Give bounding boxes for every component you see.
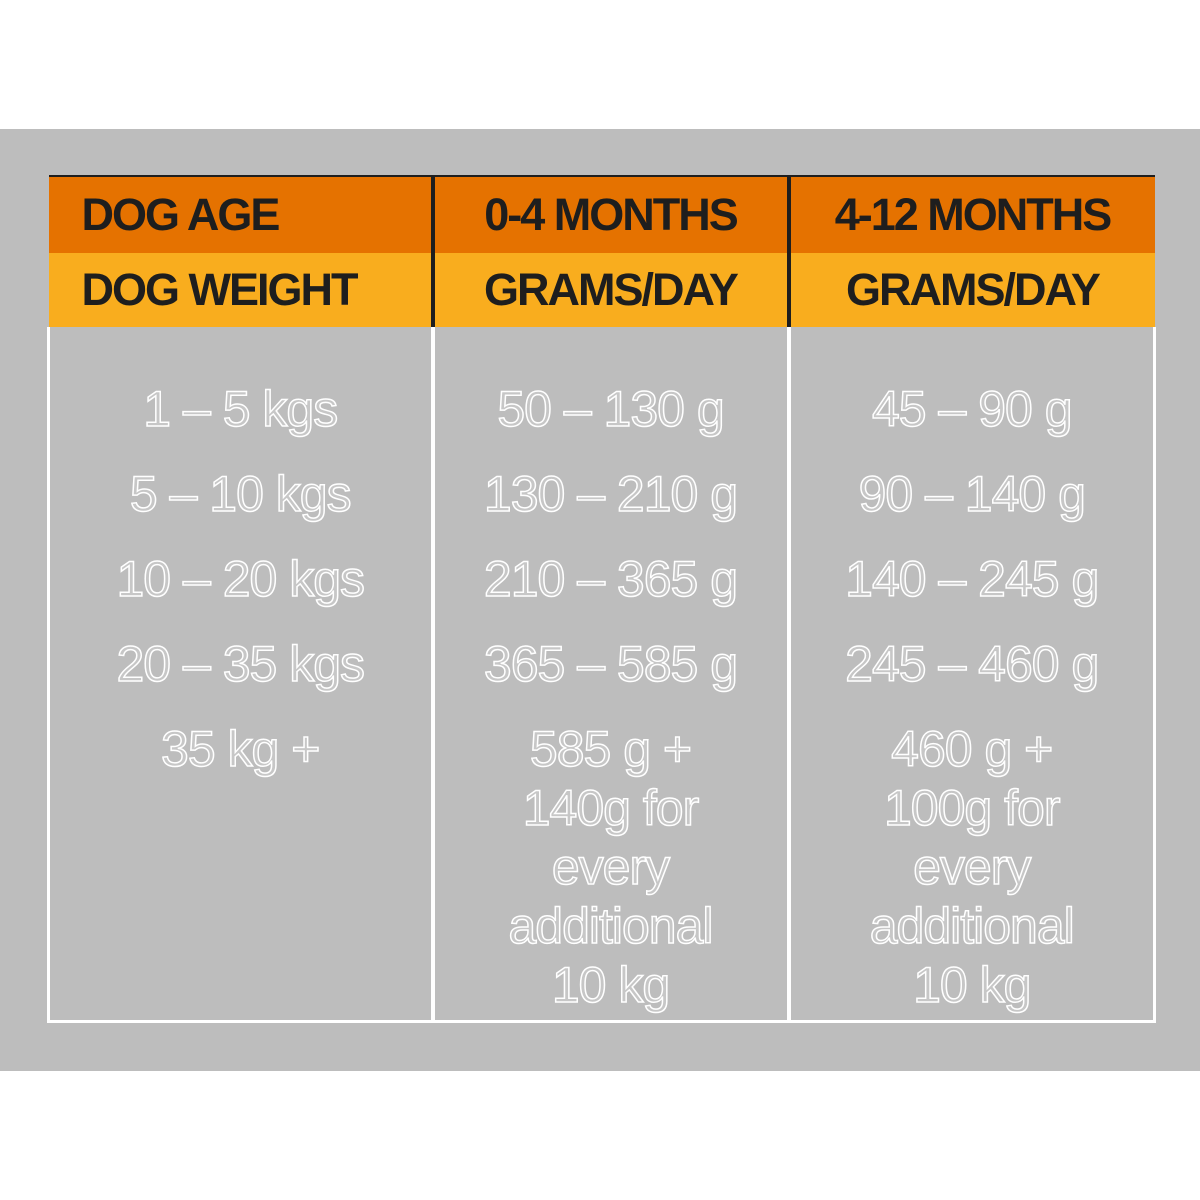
grams-extra-line: 460 g +	[890, 720, 1054, 778]
grams-value: 130 – 210 g	[483, 465, 739, 523]
age-label-cell: DOG AGE	[48, 175, 433, 253]
weight-value: 5 – 10 kgs	[129, 465, 352, 523]
age-4-12-cell: 4-12 MONTHS	[786, 175, 1155, 253]
grams-extra-line: 140g for	[522, 779, 700, 837]
grams-value: 45 – 90 g	[871, 380, 1073, 438]
grams-value: 50 – 130 g	[497, 380, 726, 438]
grams-extra-line: additional	[508, 897, 715, 955]
weight-value: 35 kg +	[160, 720, 321, 778]
grams-per-day-4-12-cell: GRAMS/DAY	[786, 253, 1155, 327]
grams-value: 90 – 140 g	[858, 465, 1087, 523]
values-row: 1 – 5 kgs 5 – 10 kgs 10 – 20 kgs 20 – 35…	[47, 327, 1156, 1023]
grams-extra-value: 585 g + 140g for every additional 10 kg	[435, 720, 787, 1015]
months-4-12-column: 45 – 90 g 90 – 140 g 140 – 245 g 245 – 4…	[786, 327, 1156, 1023]
grams-extra-line: every	[551, 838, 671, 896]
weight-value: 10 – 20 kgs	[116, 550, 366, 608]
weight-value: 20 – 35 kgs	[116, 635, 366, 693]
grams-extra-line: 10 kg	[551, 956, 671, 1014]
grams-extra-line: 100g for	[883, 779, 1061, 837]
grams-value: 365 – 585 g	[483, 635, 739, 693]
weight-value: 1 – 5 kgs	[143, 380, 339, 438]
grams-extra-line: every	[912, 838, 1032, 896]
weight-label-cell: DOG WEIGHT	[48, 253, 433, 327]
grams-extra-line: 10 kg	[912, 956, 1032, 1014]
grams-value: 140 – 245 g	[844, 550, 1100, 608]
grams-extra-line: additional	[869, 897, 1076, 955]
grams-extra-line: 585 g +	[529, 720, 693, 778]
age-0-4-cell: 0-4 MONTHS	[430, 175, 789, 253]
feeding-table: DOG AGE 0-4 MONTHS 4-12 MONTHS DOG WEIGH…	[47, 175, 1156, 1023]
grams-per-day-0-4-cell: GRAMS/DAY	[430, 253, 789, 327]
grams-value: 245 – 460 g	[844, 635, 1100, 693]
grams-extra-value: 460 g + 100g for every additional 10 kg	[791, 720, 1154, 1015]
age-header-row: DOG AGE 0-4 MONTHS 4-12 MONTHS	[48, 175, 1155, 253]
weight-column: 1 – 5 kgs 5 – 10 kgs 10 – 20 kgs 20 – 35…	[47, 327, 433, 1023]
grams-value: 210 – 365 g	[483, 550, 739, 608]
weight-header-row: DOG WEIGHT GRAMS/DAY GRAMS/DAY	[48, 253, 1155, 327]
months-0-4-column: 50 – 130 g 130 – 210 g 210 – 365 g 365 –…	[430, 327, 789, 1023]
